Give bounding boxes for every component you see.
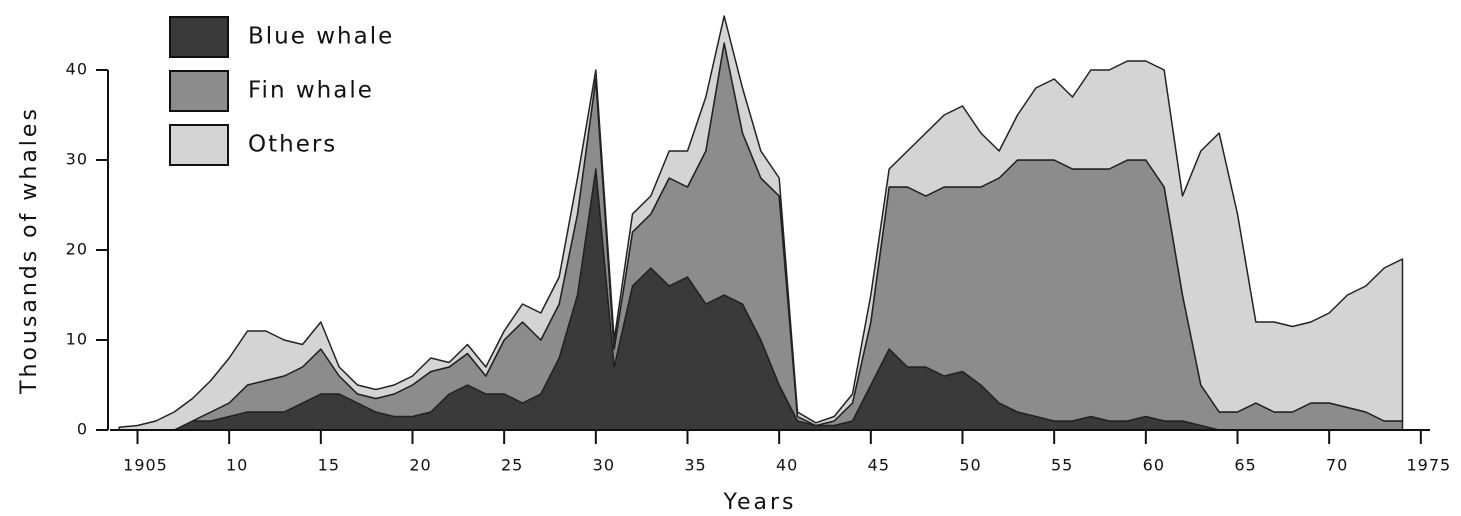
legend-label: Others <box>248 132 337 158</box>
legend-swatch <box>169 124 229 166</box>
y-tick-label: 40 <box>66 60 88 79</box>
y-tick-label: 30 <box>66 150 88 169</box>
y-axis-label: Thousands of whales <box>17 106 42 395</box>
x-axis-label: Years <box>722 490 796 515</box>
y-tick-label: 10 <box>66 330 88 349</box>
x-tick-label: 35 <box>684 456 706 475</box>
x-tick-label: 30 <box>593 456 615 475</box>
y-tick-label: 20 <box>66 240 88 259</box>
area <box>118 15 1404 431</box>
legend-label: Blue whale <box>248 24 394 50</box>
x-tick-label: 1905 <box>123 456 168 475</box>
x-tick-label: 40 <box>776 456 798 475</box>
x-tick-label: 60 <box>1143 456 1165 475</box>
x-tick-label: 10 <box>226 456 248 475</box>
y-tick-label: 0 <box>77 420 88 439</box>
x-tick-label: 25 <box>501 456 523 475</box>
x-tick-label: 45 <box>868 456 890 475</box>
x-tick-label: 70 <box>1326 456 1348 475</box>
x-tick-label: 20 <box>409 456 431 475</box>
legend-label: Fin whale <box>248 78 374 104</box>
legend-swatch <box>169 16 229 58</box>
x-tick-label: 15 <box>318 456 340 475</box>
x-tick-label: 55 <box>1051 456 1073 475</box>
x-tick-label: 65 <box>1234 456 1256 475</box>
x-tick-label: 1975 <box>1406 456 1451 475</box>
legend-swatch <box>169 70 229 112</box>
x-tick-label: 50 <box>959 456 981 475</box>
